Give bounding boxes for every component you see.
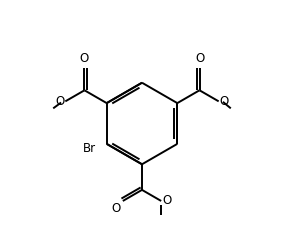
Text: O: O [162,195,172,207]
Text: Br: Br [83,142,96,155]
Text: O: O [80,52,89,65]
Text: O: O [220,95,229,108]
Text: O: O [55,95,64,108]
Text: O: O [195,52,204,65]
Text: O: O [111,202,120,215]
